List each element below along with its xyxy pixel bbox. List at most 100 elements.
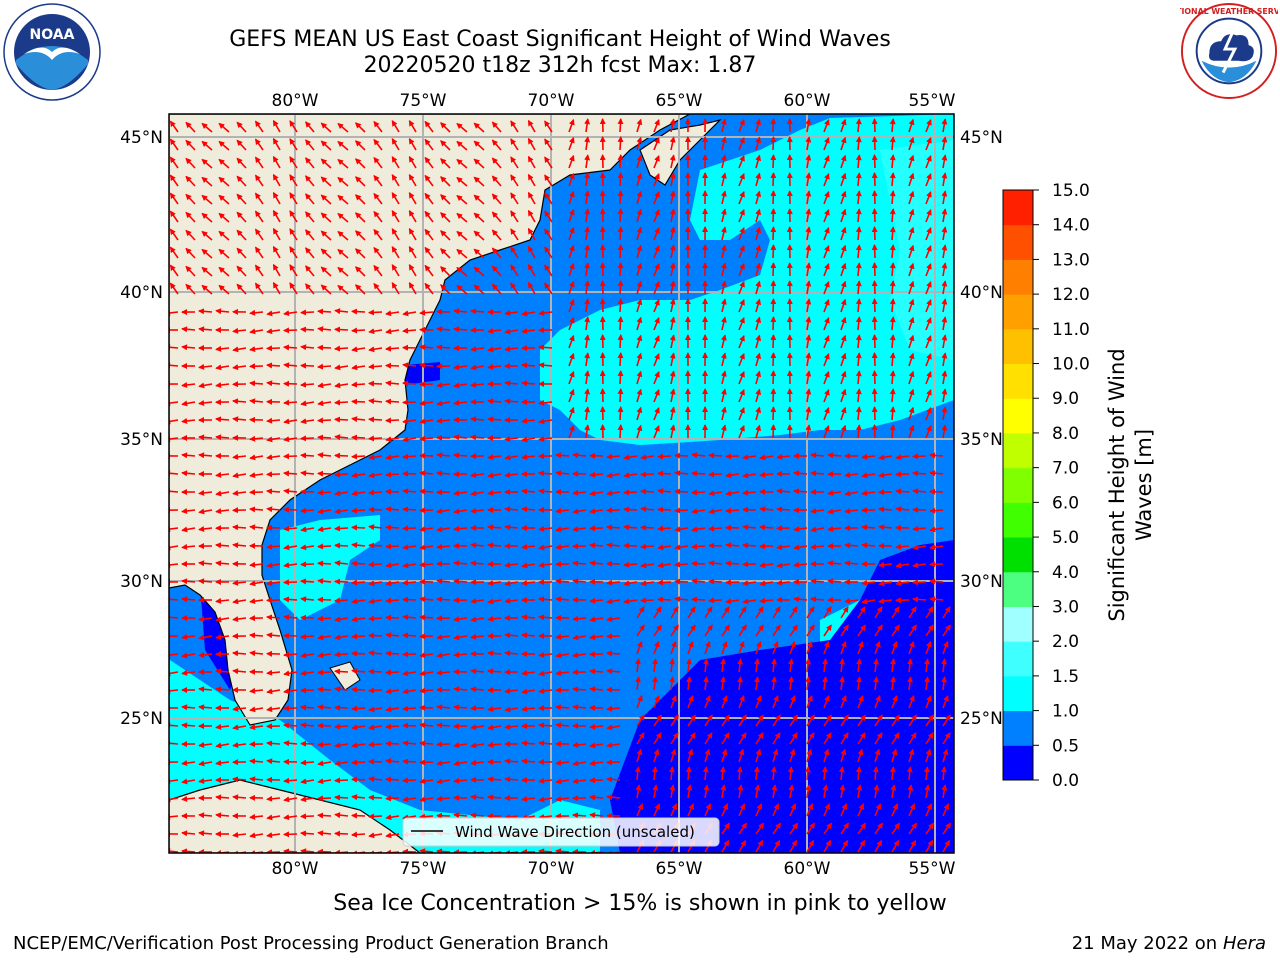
wind-wave-arrow: [385, 328, 400, 335]
wind-wave-arrow: [823, 370, 830, 385]
wind-wave-arrow: [218, 158, 230, 169]
wind-wave-arrow: [840, 118, 847, 133]
wind-wave-arrow: [742, 472, 757, 479]
wind-wave-arrow: [617, 298, 624, 313]
wind-wave-arrow: [568, 208, 575, 223]
wind-wave-arrow: [855, 244, 862, 259]
wind-wave-arrow: [305, 265, 315, 277]
wind-wave-arrow: [470, 308, 485, 315]
wind-wave-arrow: [300, 326, 315, 333]
wind-wave-arrow: [889, 172, 896, 187]
wind-wave-arrow: [725, 472, 740, 479]
wind-wave-arrow: [351, 650, 366, 657]
wind-wave-arrow: [725, 579, 740, 586]
wind-wave-arrow: [402, 418, 417, 425]
wind-wave-arrow: [653, 424, 660, 439]
wind-wave-arrow: [770, 154, 777, 169]
wind-wave-arrow: [691, 560, 706, 567]
wind-wave-arrow: [889, 424, 896, 439]
wind-wave-arrow: [391, 282, 400, 295]
wind-wave-arrow: [305, 247, 315, 259]
wind-wave-arrow: [300, 452, 315, 459]
wind-wave-arrow: [720, 388, 727, 403]
wind-wave-arrow: [169, 120, 179, 133]
wind-wave-arrow: [419, 344, 434, 351]
lat-label: 30°N: [960, 572, 1003, 592]
wind-wave-arrow: [351, 560, 366, 567]
wind-wave-arrow: [840, 136, 847, 151]
wind-wave-arrow: [385, 362, 400, 369]
wind-wave-arrow: [871, 208, 878, 223]
wind-wave-arrow: [289, 264, 298, 277]
wind-wave-arrow: [738, 316, 745, 331]
wind-wave-arrow: [871, 370, 878, 385]
wind-wave-arrow: [300, 830, 315, 837]
wind-wave-arrow: [440, 158, 451, 169]
wind-wave-arrow: [925, 388, 932, 403]
wind-wave-arrow: [770, 370, 777, 385]
wind-wave-arrow: [334, 490, 349, 497]
wind-wave-arrow: [555, 470, 570, 477]
wind-wave-arrow: [249, 506, 264, 513]
wind-wave-arrow: [810, 596, 825, 603]
wind-wave-arrow: [236, 211, 247, 223]
wind-wave-arrow: [373, 156, 383, 169]
wind-wave-arrow: [351, 416, 366, 423]
wind-wave-arrow: [770, 334, 777, 349]
wind-wave-arrow: [941, 424, 948, 439]
wind-wave-arrow: [169, 400, 179, 407]
wind-wave-arrow: [453, 704, 468, 711]
wind-wave-arrow: [470, 560, 485, 567]
wind-wave-arrow: [805, 136, 812, 151]
wind-wave-arrow: [402, 848, 417, 853]
wind-wave-arrow: [941, 262, 948, 277]
lon-label: 70°W: [528, 91, 575, 111]
wind-wave-arrow: [584, 316, 591, 331]
wind-wave-arrow: [617, 316, 624, 331]
wind-wave-arrow: [436, 326, 451, 333]
wind-wave-arrow: [334, 777, 349, 784]
wind-wave-arrow: [368, 328, 383, 335]
wind-wave-arrow: [805, 208, 812, 223]
wind-wave-arrow: [300, 344, 315, 351]
wind-wave-arrow: [738, 244, 745, 259]
wind-wave-arrow: [289, 156, 298, 169]
wind-wave-arrow: [653, 388, 660, 403]
wind-wave-arrow: [456, 176, 468, 187]
wind-wave-arrow: [941, 406, 948, 421]
wind-wave-arrow: [623, 542, 638, 549]
wind-wave-arrow: [419, 309, 434, 316]
wind-wave-arrow: [871, 334, 878, 349]
wind-wave-arrow: [305, 157, 315, 169]
wind-wave-arrow: [373, 192, 383, 205]
wind-wave-arrow: [337, 176, 349, 187]
wind-wave-arrow: [272, 263, 281, 277]
wind-wave-arrow: [925, 136, 932, 151]
land-mass: [169, 114, 691, 726]
colorbar-tick-label: 11.0: [1052, 320, 1090, 340]
wind-wave-arrow: [232, 524, 247, 531]
wind-wave-arrow: [527, 119, 536, 133]
wind-wave-arrow: [218, 194, 230, 205]
wind-wave-arrow: [334, 668, 349, 675]
wind-wave-arrow: [527, 227, 536, 241]
lon-labels-bottom: 80°W 75°W 70°W 65°W 60°W 55°W: [272, 859, 956, 879]
wind-wave-arrow: [419, 614, 434, 621]
wind-wave-arrow: [424, 174, 434, 187]
wind-wave-arrow: [568, 388, 575, 403]
wind-wave-arrow: [844, 542, 859, 549]
wind-wave-arrow: [720, 424, 727, 439]
wind-wave-arrow: [925, 298, 932, 313]
wind-wave-arrow: [436, 400, 451, 407]
wind-wave-arrow: [337, 248, 349, 259]
wind-wave-arrow: [823, 154, 830, 169]
wind-wave-arrow: [272, 137, 281, 151]
wind-wave-arrow: [283, 344, 298, 351]
wind-wave-arrow: [844, 471, 859, 478]
wind-wave-arrow: [840, 424, 847, 439]
wind-wave-arrow: [440, 284, 451, 295]
lat-label: 40°N: [960, 283, 1003, 303]
wind-wave-arrow: [305, 175, 315, 187]
wind-wave-arrow: [408, 263, 417, 277]
wind-wave-arrow: [215, 308, 230, 315]
